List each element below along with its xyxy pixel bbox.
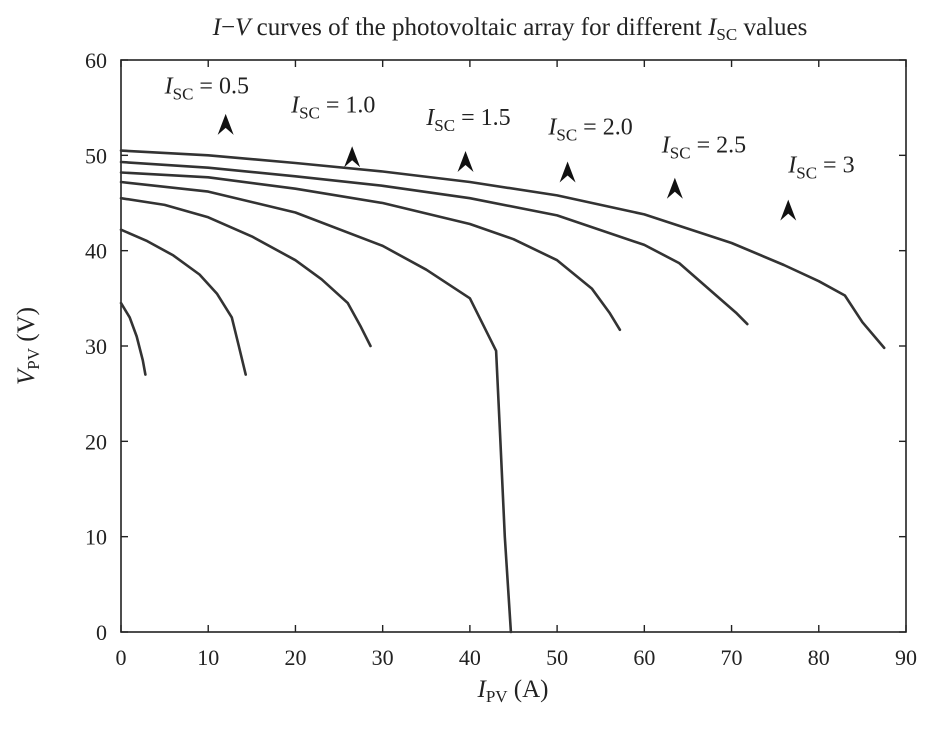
chart-title: I−V curves of the photovoltaic array for… — [212, 14, 808, 44]
y-tick-label: 60 — [85, 48, 107, 73]
title-part: − — [221, 14, 235, 41]
title-part: V — [235, 14, 253, 41]
iv-curve-5 — [119, 171, 622, 332]
y-tick-label: 30 — [85, 334, 107, 359]
title-part: SC — [716, 25, 737, 44]
annotation-layer: ISC = 0.5 ISC = 1.0 ISC = 1.5 ISC = 2.0 ISC … — [164, 73, 855, 221]
ylabel-part: V — [13, 367, 40, 385]
x-tick-label: 50 — [546, 645, 568, 670]
isc-label-2: ISC = 1.0 — [290, 92, 375, 122]
arrowhead-icon — [457, 151, 474, 173]
isc-label-1: ISC = 0.5 — [164, 73, 249, 103]
iv-curve-1 — [119, 301, 147, 376]
x-tick-label: 80 — [808, 645, 830, 670]
iv-curve-2 — [119, 228, 247, 376]
isc-label-5: ISC = 2.5 — [661, 132, 746, 162]
ylabel-part: (V) — [13, 307, 40, 348]
title-part: values — [737, 14, 807, 41]
title-part: I — [212, 14, 223, 41]
xlabel-part: PV — [486, 687, 508, 706]
isc-label-3: ISC = 1.5 — [425, 105, 510, 135]
y-tick-label: 10 — [85, 525, 107, 550]
isc-label-4: ISC = 2.0 — [547, 114, 632, 144]
y-axis-ticks: 0 10 20 30 40 50 60 — [85, 48, 906, 645]
x-axis-ticks: 0 10 20 30 40 50 60 70 80 90 — [116, 60, 917, 670]
arrowhead-icon — [344, 146, 361, 168]
iv-curve-7 — [119, 149, 886, 350]
iv-curve-3 — [119, 196, 372, 348]
arrowhead-icon — [217, 113, 234, 135]
iv-curve-4 — [119, 180, 513, 634]
title-part: curves of the photovoltaic array for dif… — [250, 14, 708, 41]
x-tick-label: 90 — [895, 645, 917, 670]
ylabel-part: PV — [24, 347, 43, 369]
series-layer — [119, 149, 886, 634]
x-axis-label: IPV (A) — [476, 676, 548, 706]
x-tick-label: 30 — [372, 645, 394, 670]
y-axis-label: VPV (V) — [13, 307, 43, 385]
x-tick-label: 60 — [633, 645, 655, 670]
title-part: I — [707, 14, 718, 41]
xlabel-part: I — [476, 676, 487, 703]
arrowhead-icon — [666, 177, 683, 199]
y-tick-label: 40 — [85, 239, 107, 264]
arrowhead-icon — [559, 161, 576, 183]
y-tick-label: 20 — [85, 429, 107, 454]
x-tick-label: 0 — [116, 645, 127, 670]
x-tick-label: 20 — [284, 645, 306, 670]
x-tick-label: 70 — [721, 645, 743, 670]
xlabel-part: (A) — [508, 676, 549, 703]
x-tick-label: 40 — [459, 645, 481, 670]
arrowhead-icon — [780, 199, 797, 221]
y-tick-label: 50 — [85, 143, 107, 168]
isc-label-6: ISC = 3 — [787, 152, 854, 182]
iv-curve-6 — [119, 160, 749, 326]
x-tick-label: 10 — [197, 645, 219, 670]
y-tick-label: 0 — [96, 620, 107, 645]
